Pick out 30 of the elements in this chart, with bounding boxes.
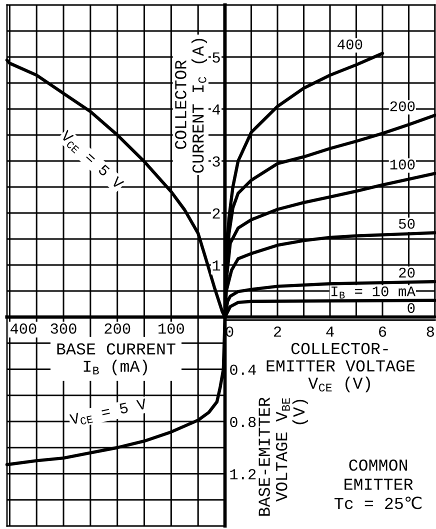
- x-tick-label: 2: [274, 326, 282, 337]
- x-tick-label: 300: [50, 323, 76, 334]
- series-label: 400: [338, 39, 362, 50]
- series-label: 50: [398, 218, 415, 229]
- series-label: 100: [390, 160, 415, 170]
- series-label: 0: [408, 303, 415, 313]
- y-tick-label: 0.8: [230, 416, 256, 428]
- text: COMMON EMITTER Tc = 25℃: [334, 459, 422, 510]
- series-label: I$_{B}$ = 10 mA: [332, 286, 416, 298]
- y-tick-label: 5: [212, 52, 220, 63]
- x-tick-label: 100: [158, 323, 184, 334]
- series-label: 200: [390, 101, 415, 112]
- series-label: 20: [399, 268, 415, 278]
- y-axis-title: COLLECTOR CURRENT I$_{C}$ (A): [175, 38, 208, 173]
- text: V$_{CE}$ = 5 V: [58, 130, 124, 192]
- x-axis-title: COLLECTOR- EMITTER VOLTAGE V$_{CE}$ (V): [266, 342, 415, 392]
- x-axis-title: BASE CURRENT I$_{B}$ (mA): [57, 343, 176, 376]
- y-tick-label: 0.4: [230, 364, 256, 375]
- y-tick-label: 4: [212, 104, 220, 115]
- y-tick-label: 1.2: [230, 469, 256, 480]
- x-tick-label: 200: [104, 323, 130, 334]
- y-axis-title: BASE-EMITTER VOLTAGE V$_{BE}$ (V): [258, 397, 308, 516]
- y-tick-label: 3: [212, 156, 220, 167]
- y-tick-label: 2: [212, 208, 220, 219]
- x-tick-label: 400: [10, 323, 36, 334]
- x-tick-label: 8: [426, 326, 434, 337]
- x-tick-label: 4: [326, 326, 334, 337]
- x-tick-label: 6: [379, 326, 386, 337]
- text: V$_{CE}$ = 5 V: [69, 398, 148, 427]
- y-tick-label: 1: [212, 260, 220, 271]
